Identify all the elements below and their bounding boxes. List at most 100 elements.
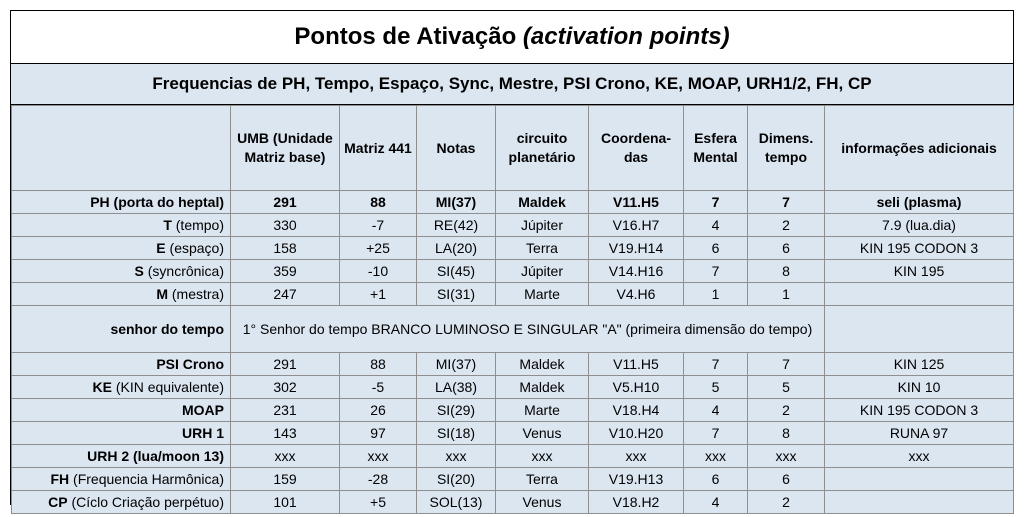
cell-coord: V4.H6 xyxy=(588,282,684,306)
cell-esfera: xxx xyxy=(683,444,748,468)
cell-circuito: Venus xyxy=(495,421,589,445)
row-label-code: S xyxy=(134,263,144,279)
cell-notas: LA(38) xyxy=(416,375,496,399)
cell-coord: V19.H13 xyxy=(588,467,684,491)
cell-matriz: 88 xyxy=(339,190,417,214)
cell-umb: 158 xyxy=(230,236,340,260)
cell-esfera: 4 xyxy=(683,490,748,514)
row-label-desc: (syncrônica) xyxy=(143,263,224,279)
cell-matriz: -28 xyxy=(339,467,417,491)
row-label: URH 1 xyxy=(11,421,231,445)
cell-dimens: 2 xyxy=(747,490,825,514)
cell-umb: 143 xyxy=(230,421,340,445)
cell-coord: V11.H5 xyxy=(588,352,684,376)
header-umb: UMB (Unidade Matriz base) xyxy=(230,105,340,191)
cell-circuito: Venus xyxy=(495,490,589,514)
cell-umb: 159 xyxy=(230,467,340,491)
row-label: URH 2 (lua/moon 13) xyxy=(11,444,231,468)
row-label: FH (Frequencia Harmônica) xyxy=(11,467,231,491)
cell-umb: 291 xyxy=(230,190,340,214)
cell-dimens: 6 xyxy=(747,467,825,491)
row-label: KE (KIN equivalente) xyxy=(11,375,231,399)
cell-notas: RE(42) xyxy=(416,213,496,237)
row-label-desc: (Frequencia Harmônica) xyxy=(69,471,224,487)
row-label-code: T xyxy=(163,217,172,233)
senhor-do-tempo-text: 1° Senhor do tempo BRANCO LUMINOSO E SIN… xyxy=(230,305,825,353)
cell-esfera: 5 xyxy=(683,375,748,399)
cell-info: KIN 125 xyxy=(824,352,1014,376)
table-row-ph: PH (porta do heptal) 291 88 MI(37) Malde… xyxy=(11,190,1014,214)
cell-dimens: xxx xyxy=(747,444,825,468)
cell-circuito: Terra xyxy=(495,236,589,260)
cell-esfera: 7 xyxy=(683,352,748,376)
cell-esfera: 4 xyxy=(683,398,748,422)
cell-dimens: 1 xyxy=(747,282,825,306)
cell-info: KIN 195 CODON 3 xyxy=(824,398,1014,422)
table-row-urh2: URH 2 (lua/moon 13) xxx xxx xxx xxx xxx … xyxy=(11,444,1014,468)
document-subtitle: Frequencias de PH, Tempo, Espaço, Sync, … xyxy=(11,64,1013,105)
cell-notas: LA(20) xyxy=(416,236,496,260)
activation-points-table: UMB (Unidade Matriz base) Matriz 441 Not… xyxy=(11,105,1014,514)
cell-matriz: -5 xyxy=(339,375,417,399)
cell-esfera: 7 xyxy=(683,259,748,283)
row-label: PSI Crono xyxy=(11,352,231,376)
cell-circuito: Maldek xyxy=(495,352,589,376)
table-row-fh: FH (Frequencia Harmônica) 159 -28 SI(20)… xyxy=(11,467,1014,491)
cell-coord: V19.H14 xyxy=(588,236,684,260)
cell-dimens: 6 xyxy=(747,236,825,260)
row-label: S (syncrônica) xyxy=(11,259,231,283)
row-label-code: MOAP xyxy=(182,402,224,418)
table-row-psi: PSI Crono 291 88 MI(37) Maldek V11.H5 7 … xyxy=(11,352,1014,376)
row-label-code: PSI Crono xyxy=(156,356,224,372)
row-label-desc: (tempo) xyxy=(171,217,224,233)
row-label-desc: (KIN equivalente) xyxy=(111,379,224,395)
cell-umb: 291 xyxy=(230,352,340,376)
header-esfera: Esfera Mental xyxy=(683,105,748,191)
row-label-code: E xyxy=(156,240,166,256)
cell-circuito: Marte xyxy=(495,398,589,422)
table-row-urh1: URH 1 143 97 SI(18) Venus V10.H20 7 8 RU… xyxy=(11,421,1014,445)
row-label: E (espaço) xyxy=(11,236,231,260)
row-label-code: FH xyxy=(50,471,70,487)
cell-notas: SI(20) xyxy=(416,467,496,491)
cell-umb: 302 xyxy=(230,375,340,399)
cell-circuito: Terra xyxy=(495,467,589,491)
cell-info: 7.9 (lua.dia) xyxy=(824,213,1014,237)
row-label-code: URH 1 xyxy=(181,425,224,441)
row-label-code: PH (porta do heptal) xyxy=(90,194,224,210)
cell-coord: V10.H20 xyxy=(588,421,684,445)
cell-coord: V18.H4 xyxy=(588,398,684,422)
row-label: senhor do tempo xyxy=(11,305,231,353)
cell-circuito: Júpiter xyxy=(495,259,589,283)
cell-dimens: 5 xyxy=(747,375,825,399)
cell-info xyxy=(824,305,1014,353)
cell-matriz: 88 xyxy=(339,352,417,376)
header-circuito: circuito planetário xyxy=(495,105,589,191)
cell-matriz: -7 xyxy=(339,213,417,237)
row-label-code: KE xyxy=(92,379,112,395)
cell-circuito: Júpiter xyxy=(495,213,589,237)
cell-coord: V16.H7 xyxy=(588,213,684,237)
cell-info: xxx xyxy=(824,444,1014,468)
cell-notas: xxx xyxy=(416,444,496,468)
header-coordenadas: Coordena-das xyxy=(588,105,684,191)
cell-notas: MI(37) xyxy=(416,352,496,376)
cell-info: KIN 195 xyxy=(824,259,1014,283)
cell-info: RUNA 97 xyxy=(824,421,1014,445)
table-row-t: T (tempo) 330 -7 RE(42) Júpiter V16.H7 4… xyxy=(11,213,1014,237)
row-label-code: M xyxy=(156,286,168,302)
cell-umb: 231 xyxy=(230,398,340,422)
cell-notas: SOL(13) xyxy=(416,490,496,514)
cell-dimens: 7 xyxy=(747,352,825,376)
cell-notas: SI(29) xyxy=(416,398,496,422)
cell-circuito: Marte xyxy=(495,282,589,306)
table-row-senhor: senhor do tempo 1° Senhor do tempo BRANC… xyxy=(11,305,1014,353)
cell-dimens: 8 xyxy=(747,421,825,445)
activation-points-document: Pontos de Ativação (activation points) F… xyxy=(10,10,1014,514)
cell-umb: 101 xyxy=(230,490,340,514)
table-row-e: E (espaço) 158 +25 LA(20) Terra V19.H14 … xyxy=(11,236,1014,260)
cell-matriz: -10 xyxy=(339,259,417,283)
row-label-code: CP xyxy=(48,494,68,510)
title-main: Pontos de Ativação xyxy=(294,23,517,50)
cell-notas: SI(45) xyxy=(416,259,496,283)
